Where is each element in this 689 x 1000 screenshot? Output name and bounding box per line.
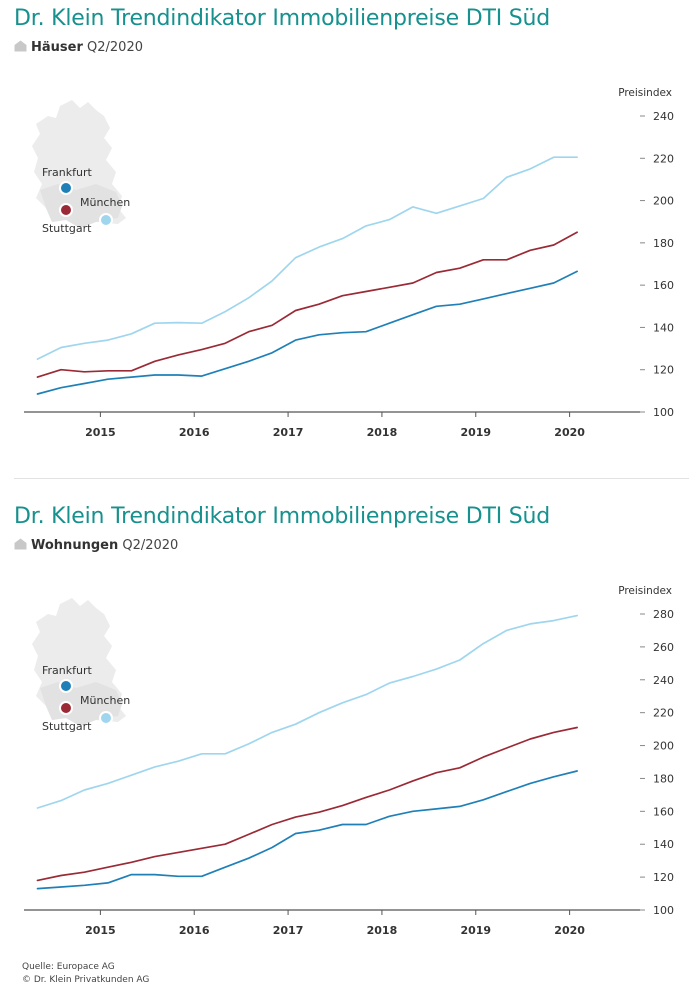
y-tick-label: 120: [653, 871, 674, 884]
y-tick-label: 220: [653, 152, 674, 165]
house-icon: [14, 40, 27, 52]
y-tick-label: 100: [653, 904, 674, 917]
x-tick-label: 2018: [367, 924, 398, 937]
map-marker-stuttgart: [59, 701, 73, 715]
subtitle-period: Q2/2020: [122, 538, 179, 553]
y-tick-label: 240: [653, 110, 674, 123]
y-tick-label: 140: [653, 321, 674, 334]
map-marker-stuttgart: [59, 203, 73, 217]
y-tick-label: 240: [653, 674, 674, 687]
y-tick-label: 260: [653, 641, 674, 654]
series-line-stuttgart: [36, 231, 578, 378]
copyright-line: © Dr. Klein Privatkunden AG: [22, 975, 150, 985]
divider: [14, 478, 689, 479]
y-tick-label: 220: [653, 707, 674, 720]
map-label-muenchen: München: [80, 196, 130, 209]
subtitle-category: Häuser: [31, 40, 83, 55]
chart-title: Dr. Klein Trendindikator Immobilienpreis…: [14, 504, 551, 529]
line-chart-houses: Frankfurt München Stuttgart Preisindex 100 12…: [24, 87, 674, 439]
x-tick-label: 2016: [179, 426, 210, 439]
y-tick-label: 160: [653, 279, 674, 292]
y-tick-label: 180: [653, 772, 674, 785]
series-line-stuttgart: [36, 726, 578, 882]
y-tick-label: 180: [653, 237, 674, 250]
x-tick-label: 2015: [85, 924, 116, 937]
map-label-stuttgart: Stuttgart: [42, 720, 92, 733]
map-label-frankfurt: Frankfurt: [42, 664, 92, 677]
chart-subtitle: Wohnungen Q2/2020: [14, 538, 178, 553]
y-axis-label: Preisindex: [618, 585, 672, 597]
series-line-muenchen: [36, 614, 578, 809]
chart-panel-apartments: Dr. Klein Trendindikator Immobilienpreis…: [0, 498, 689, 958]
map-marker-frankfurt: [59, 181, 73, 195]
y-tick-label: 160: [653, 805, 674, 818]
map-label-muenchen: München: [80, 694, 130, 707]
map-label-frankfurt: Frankfurt: [42, 166, 92, 179]
series-line-muenchen: [36, 156, 578, 360]
subtitle-category: Wohnungen: [31, 538, 119, 553]
house-icon: [14, 538, 27, 550]
y-tick-label: 100: [653, 406, 674, 419]
x-tick-label: 2015: [85, 426, 116, 439]
y-tick-label: 280: [653, 608, 674, 621]
series-line-frankfurt: [36, 270, 578, 395]
y-tick-label: 140: [653, 838, 674, 851]
x-tick-label: 2019: [460, 924, 491, 937]
x-tick-label: 2017: [273, 426, 304, 439]
map-marker-frankfurt: [59, 679, 73, 693]
chart-panel-houses: Dr. Klein Trendindikator Immobilienpreis…: [0, 0, 689, 479]
source-line: Quelle: Europace AG: [22, 962, 115, 972]
chart-subtitle: Häuser Q2/2020: [14, 40, 143, 55]
x-tick-label: 2019: [460, 426, 491, 439]
x-tick-label: 2020: [554, 924, 585, 937]
y-tick-label: 200: [653, 740, 674, 753]
x-tick-label: 2018: [367, 426, 398, 439]
y-tick-label: 120: [653, 364, 674, 377]
source-note: Quelle: Europace AG © Dr. Klein Privatku…: [22, 961, 149, 987]
map-label-stuttgart: Stuttgart: [42, 222, 92, 235]
y-tick-label: 200: [653, 195, 674, 208]
x-tick-label: 2016: [179, 924, 210, 937]
y-axis-label: Preisindex: [618, 87, 672, 99]
map-marker-muenchen: [99, 213, 113, 227]
x-tick-label: 2020: [554, 426, 585, 439]
chart-title: Dr. Klein Trendindikator Immobilienpreis…: [14, 6, 551, 31]
map-marker-muenchen: [99, 711, 113, 725]
x-tick-label: 2017: [273, 924, 304, 937]
series-line-frankfurt: [36, 770, 578, 890]
subtitle-period: Q2/2020: [87, 40, 143, 55]
line-chart-apartments: Frankfurt München Stuttgart Preisindex 100 12…: [24, 585, 674, 937]
